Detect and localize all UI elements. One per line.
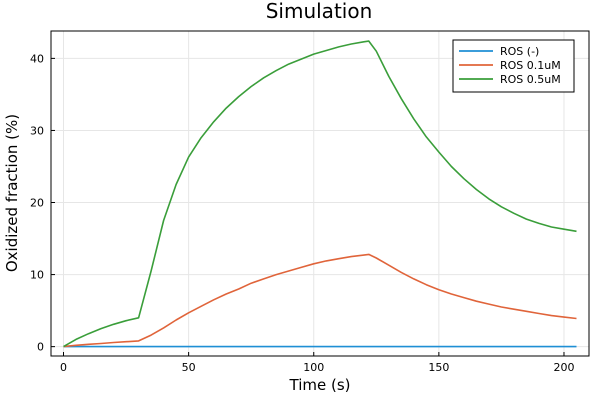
x-axis-ticks: 0 50 100 150 200 <box>60 352 574 374</box>
chart-title: Simulation <box>266 0 373 23</box>
plot-frame <box>50 30 590 357</box>
y-axis-label: Oxidized fraction (%) <box>3 114 21 272</box>
series-line <box>63 40 577 348</box>
x-axis-label: Time (s) <box>289 376 351 394</box>
series-line <box>63 253 577 348</box>
legend-label: ROS 0.1uM <box>500 59 561 72</box>
y-tick-label: 40 <box>30 52 44 65</box>
x-tick-label: 100 <box>303 361 324 374</box>
y-tick-label: 20 <box>30 197 44 210</box>
x-tick-label: 50 <box>182 361 196 374</box>
y-tick-label: 0 <box>37 341 44 354</box>
series-layer <box>63 40 577 348</box>
legend-label: ROS (-) <box>500 45 539 58</box>
y-tick-label: 30 <box>30 124 44 137</box>
x-tick-label: 150 <box>428 361 449 374</box>
y-tick-label: 10 <box>30 269 44 282</box>
x-tick-label: 200 <box>553 361 574 374</box>
y-axis-ticks: 0 10 20 30 40 <box>30 52 55 354</box>
legend-label: ROS 0.5uM <box>500 73 561 86</box>
legend-box <box>452 39 575 93</box>
x-tick-label: 0 <box>60 361 67 374</box>
